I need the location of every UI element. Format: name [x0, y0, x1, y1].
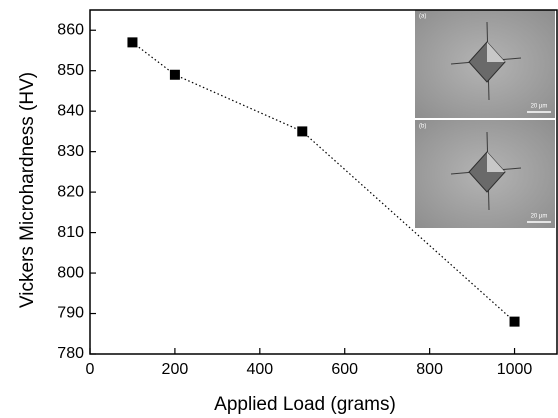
- data-point: [169, 69, 180, 80]
- y-tick-label: 840: [57, 102, 84, 119]
- x-tick-label: 400: [246, 361, 273, 378]
- inset-label: (b): [419, 124, 426, 130]
- y-tick-label: 800: [57, 264, 84, 281]
- plot-frame: [89, 9, 558, 355]
- scale-bar-label: 20 µm: [531, 104, 548, 110]
- y-tick-label: 790: [57, 305, 84, 322]
- x-tick-label: 200: [162, 361, 189, 378]
- y-tick-label: 830: [57, 143, 84, 160]
- inset-label: (a): [419, 14, 426, 20]
- y-tick-label: 860: [57, 21, 84, 38]
- inset-group: (a) 20 µm (b) 20 µm: [415, 10, 555, 228]
- data-point: [297, 126, 308, 137]
- x-tick-label: 1000: [497, 361, 533, 378]
- y-tick-label: 820: [57, 183, 84, 200]
- x-tick-label: 800: [416, 361, 443, 378]
- y-tick-label: 810: [57, 224, 84, 241]
- data-point: [509, 316, 520, 327]
- x-tick-label: 0: [86, 361, 95, 378]
- y-axis-label: Vickers Microhardness (HV): [17, 72, 38, 308]
- y-tick-label: 850: [57, 62, 84, 79]
- y-tick-label: 780: [57, 345, 84, 362]
- scale-bar-label: 20 µm: [531, 214, 548, 220]
- x-axis-label: Applied Load (grams): [214, 394, 396, 415]
- indent-facet: [487, 42, 505, 62]
- data-point: [127, 37, 138, 48]
- indent-facet: [487, 152, 505, 172]
- x-tick-label: 600: [331, 361, 358, 378]
